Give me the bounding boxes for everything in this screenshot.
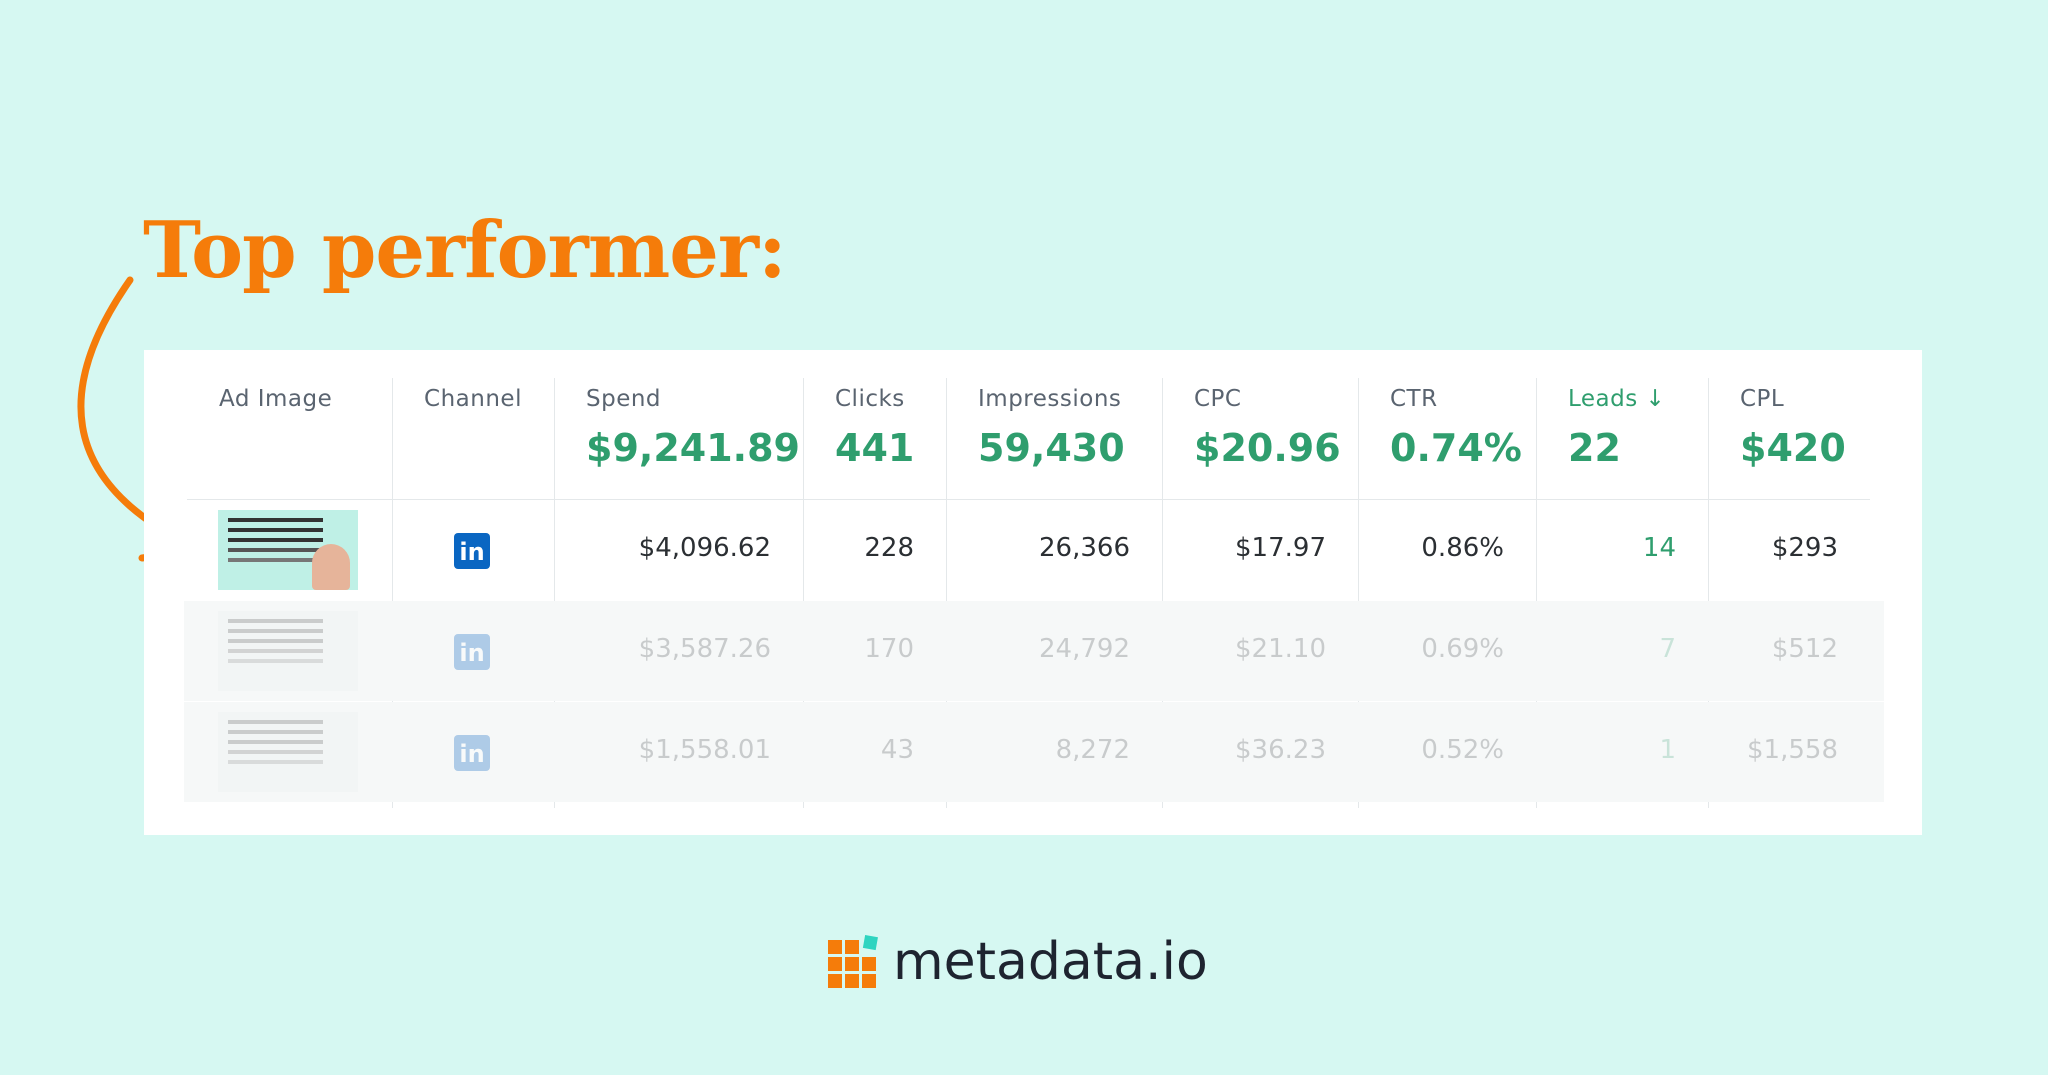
column-header: Spend (586, 386, 662, 412)
brand: metadata.io (893, 932, 1208, 992)
table-cell: $17.97 (1235, 533, 1326, 563)
column-divider (1162, 378, 1163, 808)
table-cell: 0.86% (1421, 533, 1504, 563)
table-cell: 0.52% (1421, 735, 1504, 765)
row-band (184, 601, 1884, 701)
table-cell: 26,366 (1039, 533, 1130, 563)
ad-thumbnail (218, 510, 358, 590)
table-cell: 24,792 (1039, 634, 1130, 664)
column-total: 59,430 (978, 426, 1125, 470)
table-cell: $1,558 (1747, 735, 1838, 765)
column-header: Ad Image (219, 386, 333, 412)
ad-thumbnail (218, 712, 358, 792)
table: Ad Image Channel Spend Clicks Impressions CPC… (144, 350, 1922, 835)
channel-icon: in (454, 533, 490, 569)
column-total: $9,241.89 (586, 426, 800, 470)
column-divider (1708, 378, 1709, 808)
column-total: $420 (1740, 426, 1846, 470)
column-header: Channel (424, 386, 522, 412)
column-divider (803, 378, 804, 808)
table-cell: 43 (880, 735, 914, 765)
channel-icon: in (454, 634, 490, 670)
table-cell: $21.10 (1235, 634, 1326, 664)
row-band (184, 702, 1884, 802)
column-divider (554, 378, 555, 808)
table-cell: 0.69% (1421, 634, 1504, 664)
column-header: CPL (1740, 386, 1785, 412)
column-total: 441 (835, 426, 915, 470)
column-total: 22 (1568, 426, 1621, 470)
table-cell: $1,558.01 (638, 735, 771, 765)
row-divider (187, 499, 1870, 500)
column-header: Leads ↓ (1568, 386, 1666, 412)
table-cell: $4,096.62 (638, 533, 771, 563)
table-cell: 14 (1642, 533, 1676, 563)
table-cell: 8,272 (1055, 735, 1130, 765)
column-divider (1536, 378, 1537, 808)
ad-thumbnail (218, 611, 358, 691)
table-cell: 7 (1659, 634, 1676, 664)
column-header: Impressions (978, 386, 1122, 412)
column-divider (392, 378, 393, 808)
column-header: CPC (1194, 386, 1242, 412)
channel-icon: in (454, 735, 490, 771)
column-header: CTR (1390, 386, 1438, 412)
column-total: 0.74% (1390, 426, 1522, 470)
table-cell: $3,587.26 (638, 634, 771, 664)
table-cell: $36.23 (1235, 735, 1326, 765)
table-cell: 228 (864, 533, 914, 563)
title: Top performer: (143, 205, 787, 296)
column-divider (946, 378, 947, 808)
column-header: Clicks (835, 386, 905, 412)
table-cell: $293 (1771, 533, 1838, 563)
table-cell: $512 (1771, 634, 1838, 664)
column-total: $20.96 (1194, 426, 1341, 470)
table-cell: 1 (1659, 735, 1676, 765)
column-divider (1358, 378, 1359, 808)
table-cell: 170 (864, 634, 914, 664)
logo (828, 935, 878, 988)
